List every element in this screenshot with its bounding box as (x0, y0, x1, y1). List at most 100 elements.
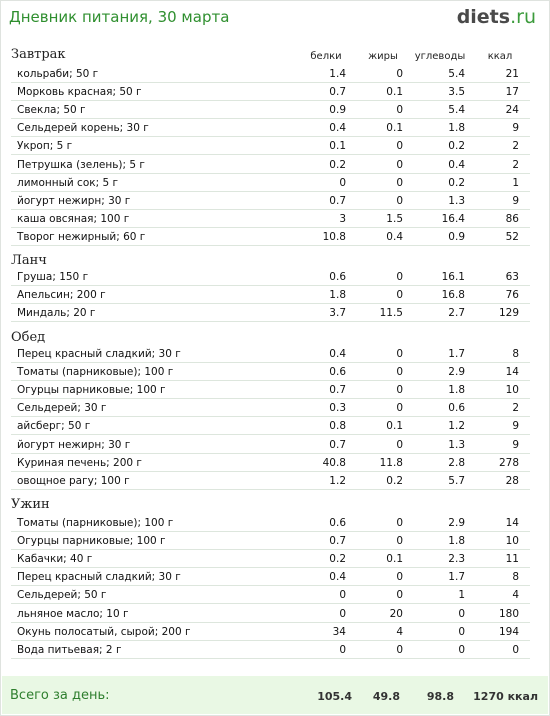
food-name: лимонный сок; 5 г (17, 176, 119, 189)
table-row: Томаты (парниковые); 100 г 0.6 0 2.9 14 (11, 515, 530, 532)
food-name: Груша; 150 г (17, 271, 89, 283)
page-title: Дневник питания, 30 марта (9, 8, 230, 26)
food-name: Куриная печень; 200 г (17, 456, 142, 469)
food-name: Томаты (парниковые); 100 г (17, 517, 174, 529)
protein-value: 0.6 (329, 271, 346, 283)
fat-value: 0.1 (386, 420, 403, 433)
carbs-value: 3.5 (448, 86, 465, 99)
kcal-value: 8 (512, 348, 519, 360)
carbs-value: 0.4 (448, 158, 465, 171)
column-header-fat: жиры (368, 51, 398, 62)
fat-value: 0 (396, 271, 403, 283)
fat-value: 0 (396, 402, 403, 415)
kcal-value: 180 (498, 607, 519, 620)
fat-value: 0 (396, 517, 403, 529)
fat-value: 0.1 (386, 86, 403, 99)
fat-value: 0 (396, 158, 403, 171)
table-row: Окунь полосатый, сырой; 200 г 34 4 0 194 (11, 624, 530, 641)
table-row: Огурцы парниковые; 100 г 0.7 0 1.8 10 (11, 382, 530, 400)
protein-value: 0.2 (329, 158, 346, 171)
carbs-value: 1.7 (448, 348, 465, 360)
protein-value: 1.4 (329, 68, 346, 80)
kcal-value: 9 (512, 122, 519, 135)
food-name: льняное масло; 10 г (17, 607, 129, 620)
food-name: Вода питьевая; 2 г (17, 643, 122, 656)
protein-value: 0.7 (329, 86, 346, 99)
total-protein: 105.4 (317, 690, 352, 703)
kcal-value: 9 (512, 194, 519, 207)
table-row: лимонный сок; 5 г 0 0 0.2 1 (11, 175, 530, 192)
food-name: Укроп; 5 г (17, 140, 73, 153)
table-row: овощное рагу; 100 г 1.2 0.2 5.7 28 (11, 473, 530, 490)
protein-value: 3.7 (329, 307, 346, 320)
kcal-value: 11 (505, 553, 519, 566)
fat-value: 0.2 (386, 474, 403, 487)
protein-value: 34 (332, 625, 346, 638)
food-name: кольраби; 50 г (17, 68, 99, 80)
food-name: Творог нежирный; 60 г (17, 230, 146, 243)
column-header-kcal: ккал (487, 51, 513, 62)
carbs-value: 16.1 (441, 271, 465, 283)
kcal-value: 76 (505, 289, 519, 302)
carbs-value: 2.7 (448, 307, 465, 320)
daily-total: Всего за день: 105.4 49.8 98.8 1270 ккал (2, 676, 548, 714)
protein-value: 10.8 (322, 230, 346, 243)
fat-value: 0 (396, 643, 403, 656)
table-row: Свекла; 50 г 0.9 0 5.4 24 (11, 102, 530, 120)
fat-value: 0 (396, 535, 403, 548)
protein-value: 0.7 (329, 194, 346, 207)
protein-value: 0.1 (329, 140, 346, 153)
kcal-value: 8 (512, 571, 519, 584)
carbs-value: 5.7 (448, 474, 465, 487)
table-row: Груша; 150 г 0.6 0 16.1 63 (11, 269, 530, 286)
protein-value: 0 (339, 589, 346, 602)
fat-value: 0 (396, 68, 403, 80)
table-row: йогурт нежирн; 30 г 0.7 0 1.3 9 (11, 193, 530, 210)
food-name: Петрушка (зелень); 5 г (17, 158, 145, 171)
table-row: Миндаль; 20 г 3.7 11.5 2.7 129 (11, 305, 530, 323)
protein-value: 0.7 (329, 384, 346, 397)
protein-value: 1.2 (329, 474, 346, 487)
kcal-value: 278 (498, 456, 519, 469)
kcal-value: 17 (505, 86, 519, 99)
table-row: Куриная печень; 200 г 40.8 11.8 2.8 278 (11, 455, 530, 472)
section-title: Завтрак (11, 47, 66, 62)
header: Дневник питания, 30 марта diets.ru (1, 1, 549, 35)
carbs-value: 0.9 (448, 230, 465, 243)
food-name: Сельдерей; 50 г (17, 589, 107, 602)
carbs-value: 5.4 (448, 104, 465, 117)
protein-value: 40.8 (322, 456, 346, 469)
kcal-value: 24 (505, 104, 519, 117)
site-logo[interactable]: diets.ru (457, 6, 536, 28)
table-row: Вода питьевая; 2 г 0 0 0 0 (11, 642, 530, 659)
table-row: Сельдерей; 30 г 0.3 0 0.6 2 (11, 400, 530, 418)
carbs-value: 1.8 (448, 122, 465, 135)
kcal-value: 21 (505, 68, 519, 80)
table-row: Томаты (парниковые); 100 г 0.6 0 2.9 14 (11, 364, 530, 382)
kcal-value: 2 (512, 140, 519, 153)
table-row: льняное масло; 10 г 0 20 0 180 (11, 606, 530, 623)
food-name: Окунь полосатый, сырой; 200 г (17, 625, 191, 638)
table-row: Морковь красная; 50 г 0.7 0.1 3.5 17 (11, 84, 530, 102)
carbs-value: 1.3 (448, 438, 465, 451)
carbs-value: 1 (458, 589, 465, 602)
food-name: овощное рагу; 100 г (17, 474, 130, 487)
kcal-value: 4 (512, 589, 519, 602)
carbs-value: 0 (458, 607, 465, 620)
kcal-value: 52 (505, 230, 519, 243)
carbs-value: 1.2 (448, 420, 465, 433)
kcal-value: 194 (498, 625, 519, 638)
kcal-value: 9 (512, 420, 519, 433)
food-name: Кабачки; 40 г (17, 553, 93, 566)
table-row: йогурт нежирн; 30 г 0.7 0 1.3 9 (11, 437, 530, 454)
carbs-value: 2.9 (448, 366, 465, 379)
kcal-value: 10 (505, 535, 519, 548)
food-name: Огурцы парниковые; 100 г (17, 384, 166, 397)
kcal-value: 129 (498, 307, 519, 320)
table-row: Укроп; 5 г 0.1 0 0.2 2 (11, 138, 530, 156)
section-title: Ланч (11, 253, 47, 268)
fat-value: 1.5 (386, 212, 403, 225)
total-carbs: 98.8 (426, 690, 454, 703)
protein-value: 0.6 (329, 517, 346, 529)
protein-value: 0.7 (329, 438, 346, 451)
